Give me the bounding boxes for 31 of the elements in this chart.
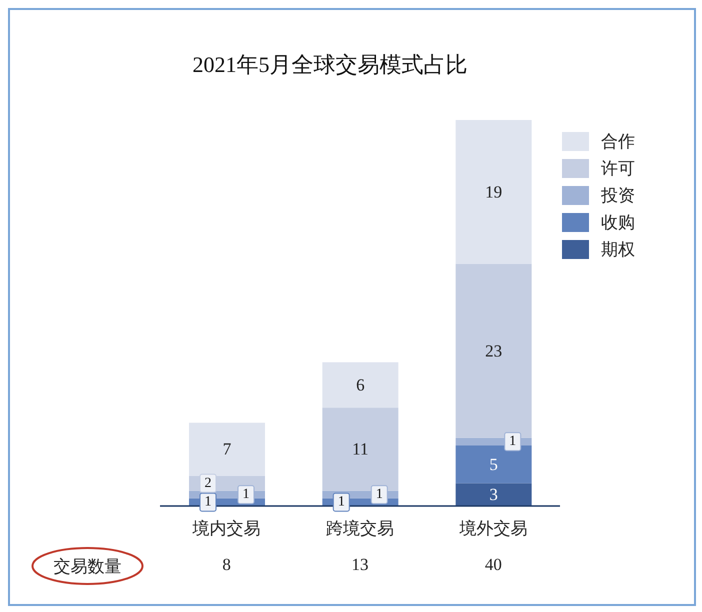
- x-tick-label: 跨境交易: [326, 519, 394, 538]
- data-label: 19: [485, 182, 502, 202]
- legend-label: 期权: [601, 239, 635, 261]
- bar: [322, 362, 398, 408]
- data-label: 23: [485, 341, 502, 360]
- x-tick-label: 境外交易: [458, 519, 528, 538]
- bar: [456, 483, 532, 506]
- bar: [456, 445, 532, 484]
- x-tick-label: 境内交易: [192, 519, 261, 538]
- bar: [456, 120, 532, 264]
- data-label: 7: [222, 440, 232, 459]
- data-label: 1: [338, 494, 345, 510]
- bar: [189, 422, 265, 476]
- data-label: 1: [204, 494, 212, 510]
- data-label: 1: [242, 487, 250, 502]
- chart-title: 2021年5月全球交易模式占比: [192, 51, 468, 79]
- text: 40: [484, 555, 503, 575]
- text: 13: [350, 555, 370, 575]
- legend-label: 收购: [601, 212, 635, 234]
- data-label: 11: [352, 440, 369, 459]
- legend-label: 合作: [601, 131, 635, 153]
- data-label: 3: [489, 485, 498, 504]
- data-label: 6: [356, 375, 365, 394]
- legend-label: 投资: [601, 185, 635, 207]
- text: 交易数量: [52, 556, 122, 578]
- data-label: 2: [204, 476, 212, 491]
- data-label: 1: [376, 487, 383, 502]
- data-label: 5: [489, 454, 498, 474]
- text: 8: [221, 555, 232, 575]
- legend-label: 许可: [601, 158, 635, 180]
- data-label: 1: [509, 434, 516, 450]
